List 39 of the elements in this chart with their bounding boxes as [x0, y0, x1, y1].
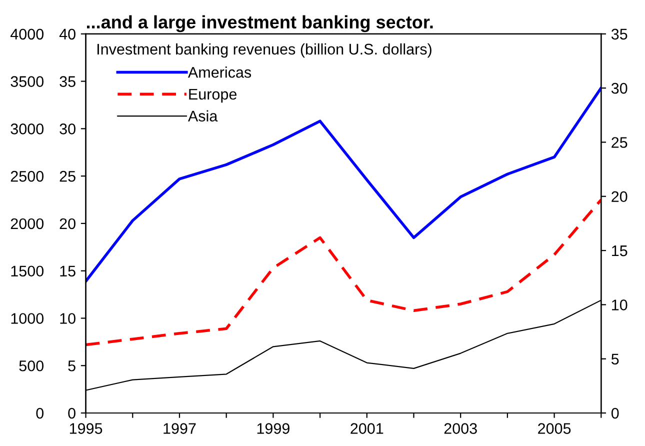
- y3-tick-label: 2000: [10, 218, 44, 230]
- y-tick-label: 15: [60, 266, 76, 277]
- y3-tick-label: 2500: [10, 170, 44, 182]
- y3-tick-label: 1000: [11, 313, 44, 324]
- y3-tick-label: 500: [19, 360, 44, 372]
- legend-label: Americas: [188, 66, 252, 78]
- y-tick-label: 30: [60, 124, 76, 134]
- y-tick-label: 35: [60, 76, 76, 87]
- y-tick-label: 0: [68, 408, 76, 419]
- y3-tick-label: 4000: [10, 28, 44, 40]
- x-tick-label: 2001: [350, 423, 384, 434]
- x-tick-label: 1995: [70, 423, 102, 434]
- chart-title: ...and a large investment banking sector.: [87, 15, 433, 32]
- x-tick-label: 1999: [257, 423, 290, 434]
- legend-label: Europe: [189, 88, 237, 103]
- y2-tick-label: 30: [611, 82, 628, 94]
- y2-tick-label: 25: [612, 137, 628, 148]
- y-tick-label: 40: [59, 28, 76, 40]
- y3-tick-label: 3500: [10, 76, 44, 87]
- line-series: [86, 86, 602, 283]
- y2-tick-label: 15: [612, 246, 628, 256]
- x-tick-label: 2003: [444, 423, 477, 434]
- y2-tick-label: 35: [611, 28, 628, 40]
- y2-tick-label: 10: [612, 300, 628, 310]
- y2-tick-label: 0: [611, 408, 619, 419]
- y-tick-label: 5: [68, 360, 76, 372]
- x-tick-label: 2005: [538, 423, 571, 434]
- y-tick-label: 25: [60, 170, 76, 182]
- y2-tick-label: 20: [612, 191, 628, 202]
- legend-label: Asia: [188, 110, 218, 122]
- y2-tick-label: 5: [611, 354, 619, 365]
- line-series: [86, 198, 602, 346]
- y3-tick-label: 0: [36, 408, 44, 419]
- y-tick-label: 10: [60, 313, 76, 324]
- x-tick-label: 1997: [164, 423, 196, 434]
- y-tick-label: 20: [60, 218, 76, 230]
- y3-tick-label: 3000: [10, 124, 44, 134]
- text: Investment banking revenues (billion U.S. dollars): [98, 43, 432, 58]
- y3-tick-label: 1500: [11, 266, 44, 277]
